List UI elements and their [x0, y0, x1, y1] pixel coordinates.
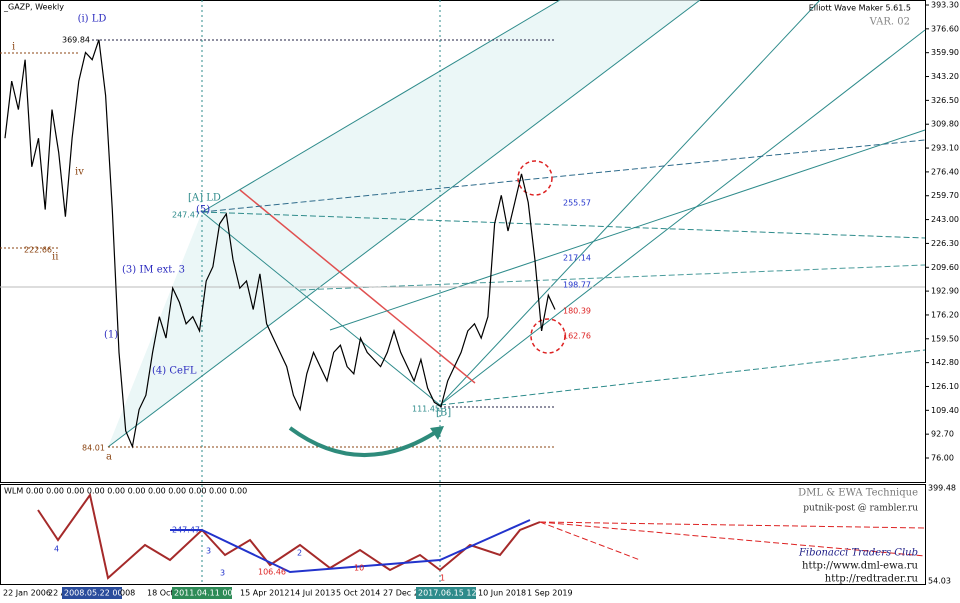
date-box — [62, 587, 122, 599]
main-frame — [0, 0, 926, 483]
wave-price: 222.66 — [24, 246, 52, 255]
wlm-price: 106.46 — [258, 568, 286, 577]
fib-line — [201, 139, 926, 213]
price-tick: 259.70 — [931, 191, 959, 200]
price-tick: 226.30 — [931, 239, 959, 248]
wave-label: (i) LD — [78, 14, 107, 25]
wave-label: ii — [52, 252, 58, 263]
level-label: 180.39 — [563, 307, 591, 316]
curved-arrow — [288, 426, 438, 458]
variant: VAR. 02 — [869, 17, 910, 28]
wave-label: iv — [75, 167, 84, 178]
fib-line — [201, 211, 926, 239]
wave-label: (1) — [104, 330, 118, 341]
wlm-title: WLM 0.00 0.00 0.00 0.00 0.00 0.00 0.00 0… — [4, 487, 247, 496]
date-label: 2017.06.15 12:30 — [418, 589, 489, 598]
price-tick: 159.50 — [931, 334, 959, 343]
wave-label: (3) IM ext. 3 — [122, 265, 185, 276]
wlm-label: 10 — [354, 564, 364, 573]
price-tick: 76.00 — [931, 454, 954, 463]
symbol: _GAZP, Weekly — [3, 3, 64, 12]
level-label: 217.14 — [563, 254, 591, 263]
date-label: 5 Oct 2014 — [336, 589, 380, 598]
price-tick: 192.90 — [931, 287, 959, 296]
date-label: 2008.05.22 00:00 — [64, 589, 135, 598]
date-label: 18 Oct 2 — [147, 589, 181, 598]
wlm-waves — [170, 519, 531, 574]
date-box — [416, 587, 476, 599]
indicator-name: Elliott Wave Maker 5.61.5 — [809, 4, 911, 13]
wave-label: (5) — [196, 205, 210, 216]
projection — [539, 521, 926, 557]
date-label: 15 Apr 2012 — [240, 589, 289, 598]
wave-label: [A] LD — [188, 193, 221, 204]
price-tick: 326.50 — [931, 96, 959, 105]
wlm-label: 4 — [54, 545, 59, 554]
credit: Fibonacci Traders Club — [798, 548, 918, 559]
wlm-label: 3 — [220, 569, 225, 578]
wave-price: 111.45 — [412, 405, 440, 414]
price-tick: 359.90 — [931, 48, 959, 57]
date-label: 008 — [120, 589, 135, 598]
credit: DML & EWA Technique — [798, 488, 918, 499]
price-tick: 209.60 — [931, 263, 959, 272]
arrow-head — [430, 426, 444, 440]
wlm-label: 3 — [206, 547, 211, 556]
fib-line — [299, 264, 926, 291]
price-tick: 126.10 — [931, 382, 959, 391]
price-tick: 109.40 — [931, 406, 959, 415]
price-tick: 142.80 — [931, 358, 959, 367]
wave-label: a — [106, 452, 112, 463]
price-tick: 243.00 — [931, 215, 959, 224]
target-circle — [517, 160, 553, 196]
sub-frame — [0, 484, 926, 585]
date-label: 22 A — [48, 589, 67, 598]
price-tick: 92.70 — [931, 430, 954, 439]
wave-label: (4) CeFL — [152, 366, 197, 377]
price-tick: 293.10 — [931, 144, 959, 153]
level-label: 198.77 — [563, 281, 591, 290]
level-label: 162.76 — [563, 332, 591, 341]
wave-price: 369.84 — [62, 36, 90, 45]
credit: putnik-post @ rambler.ru — [803, 504, 918, 514]
channel-line — [439, 29, 926, 406]
level-label: 255.57 — [563, 199, 591, 208]
sub-tick: 399.48 — [928, 484, 956, 493]
credit: http://www.dml-ewa.ru — [802, 561, 919, 572]
credit: http://redtrader.ru — [825, 574, 919, 585]
channel-line — [201, 211, 441, 406]
price-tick: 393.30 — [931, 1, 959, 10]
wave-label: i — [12, 42, 15, 53]
sub-tick: 54.03 — [928, 577, 951, 586]
wave-price: 247.47 — [172, 211, 200, 220]
date-label: 10 Jun 2018 — [478, 589, 526, 598]
channel-line — [201, 0, 561, 213]
price-tick: 176.20 — [931, 310, 959, 319]
wlm-label: 2 — [297, 549, 302, 558]
date-label: 1 Sep 2019 — [527, 589, 573, 598]
date-box — [172, 587, 232, 599]
channel-line — [107, 0, 701, 448]
price-tick: 343.20 — [931, 72, 959, 81]
fan — [0, 0, 926, 584]
price-tick: 376.60 — [931, 24, 959, 33]
date-label: 14 Jul 2013 — [290, 589, 335, 598]
channel-line — [329, 129, 926, 331]
date-label: 27 Dec 2 — [383, 589, 419, 598]
price-line — [4, 39, 556, 449]
date-label: 22 Jan 2006 — [3, 589, 51, 598]
projection — [539, 521, 926, 529]
channel-line — [439, 0, 821, 406]
wave-price: 84.01 — [82, 444, 105, 453]
target-circle — [530, 318, 566, 354]
fib-line — [439, 349, 926, 406]
wlm-label: 1 — [440, 574, 445, 583]
wlm-price: 247.47 — [172, 526, 200, 535]
wave-label: [B] — [436, 408, 451, 419]
date-label: 2011.04.11 00:00 — [174, 589, 245, 598]
price-tick: 276.40 — [931, 167, 959, 176]
price-tick: 309.80 — [931, 120, 959, 129]
